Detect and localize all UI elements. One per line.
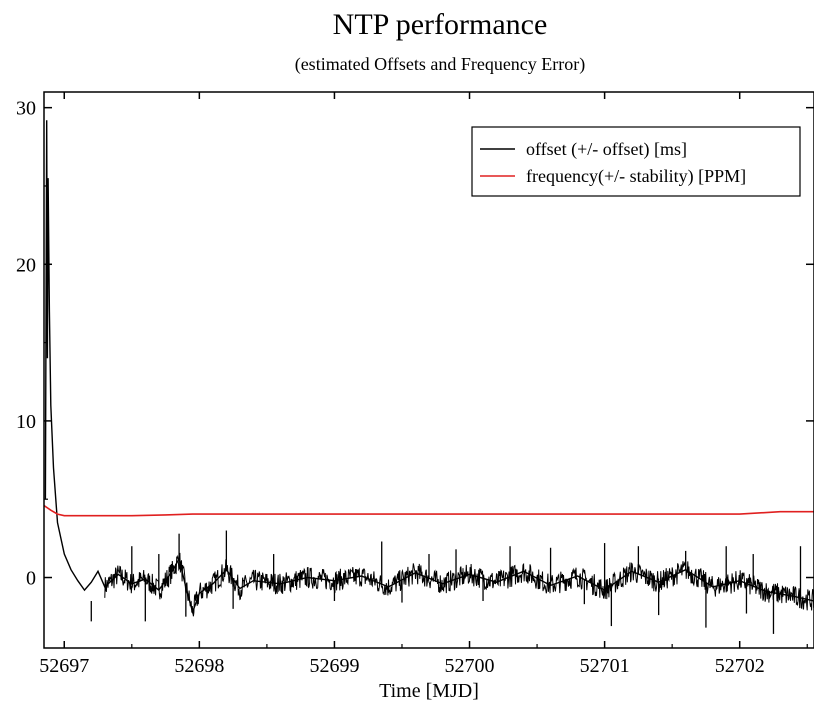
x-tick-label: 52700 [445, 655, 495, 677]
x-tick-label: 52699 [309, 655, 359, 677]
legend-label-frequency: frequency(+/- stability) [PPM] [526, 166, 746, 187]
y-tick-label: 0 [26, 568, 36, 590]
series-offset-noise [104, 552, 814, 617]
x-axis-label: Time [MJD] [379, 680, 479, 702]
x-tick-label: 52697 [39, 655, 89, 677]
y-tick-label: 10 [16, 411, 36, 433]
legend: offset (+/- offset) [ms] frequency(+/- s… [471, 126, 801, 197]
x-tick-label: 52698 [174, 655, 224, 677]
y-tick-label: 20 [16, 254, 36, 276]
chart-subtitle: (estimated Offsets and Frequency Error) [295, 54, 586, 75]
y-tick-label: 30 [16, 98, 36, 120]
legend-label-offset: offset (+/- offset) [ms] [526, 139, 687, 160]
chart-title: NTP performance [333, 8, 548, 41]
x-tick-label: 52702 [715, 655, 765, 677]
legend-box [471, 126, 801, 197]
plot-frame [43, 91, 814, 649]
x-tick-label: 52701 [580, 655, 630, 677]
series-frequency-line [44, 504, 814, 517]
